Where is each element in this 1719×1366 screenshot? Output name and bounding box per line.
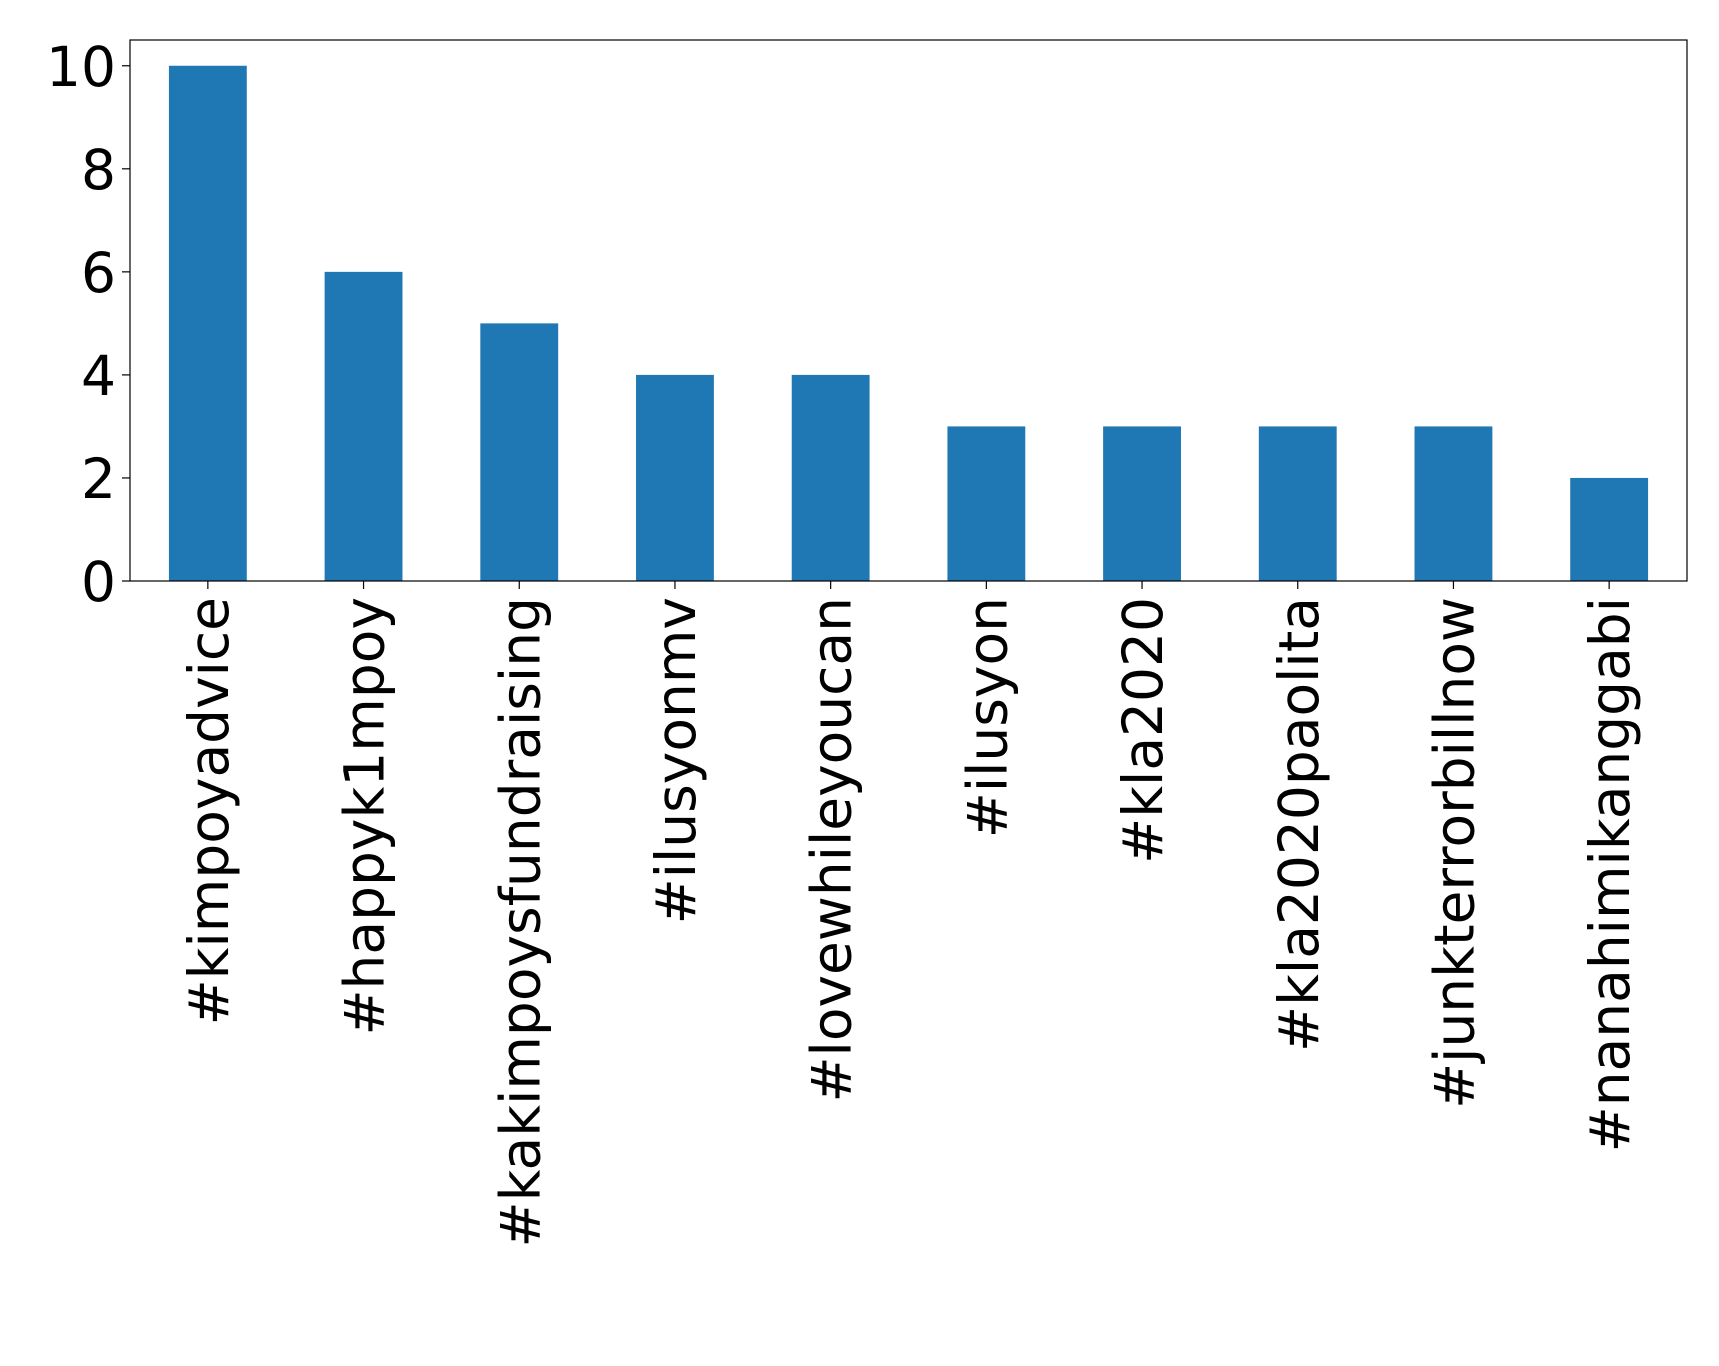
- x-tick-label: #ilusyon: [955, 597, 1019, 838]
- bar: [1258, 426, 1337, 581]
- y-tick-label: 2: [81, 447, 116, 511]
- x-tick-label: #kla2020: [1111, 597, 1175, 864]
- x-tick-label: #nanahimikanggabi: [1578, 597, 1642, 1152]
- x-tick-label: #kla2020paolita: [1267, 597, 1331, 1052]
- plot-frame: [129, 39, 1688, 582]
- bar: [1103, 426, 1181, 581]
- x-tick-label: #lovewhileyoucan: [800, 597, 864, 1103]
- x-tick-label: #kimpoyadvice: [177, 597, 241, 1025]
- bar: [1414, 426, 1493, 581]
- x-tick-label: #kakimpoysfundraising: [488, 597, 552, 1247]
- y-tick-label: 4: [81, 344, 116, 408]
- y-tick-label: 8: [81, 138, 116, 202]
- x-tick-label: #ilusyonmv: [644, 597, 708, 924]
- bar: [636, 374, 714, 581]
- bar: [168, 65, 247, 581]
- bar: [324, 271, 403, 581]
- y-tick-label: 0: [81, 550, 116, 614]
- x-tick-label: #junkterrorbillnow: [1422, 597, 1486, 1109]
- x-tick-label: #happyk1mpoy: [333, 597, 397, 1036]
- bar: [947, 426, 1026, 581]
- bar: [480, 323, 559, 581]
- y-tick-label: 6: [81, 241, 116, 305]
- y-tick-label: 10: [46, 35, 116, 99]
- bar: [1570, 477, 1649, 581]
- bar: [791, 374, 870, 581]
